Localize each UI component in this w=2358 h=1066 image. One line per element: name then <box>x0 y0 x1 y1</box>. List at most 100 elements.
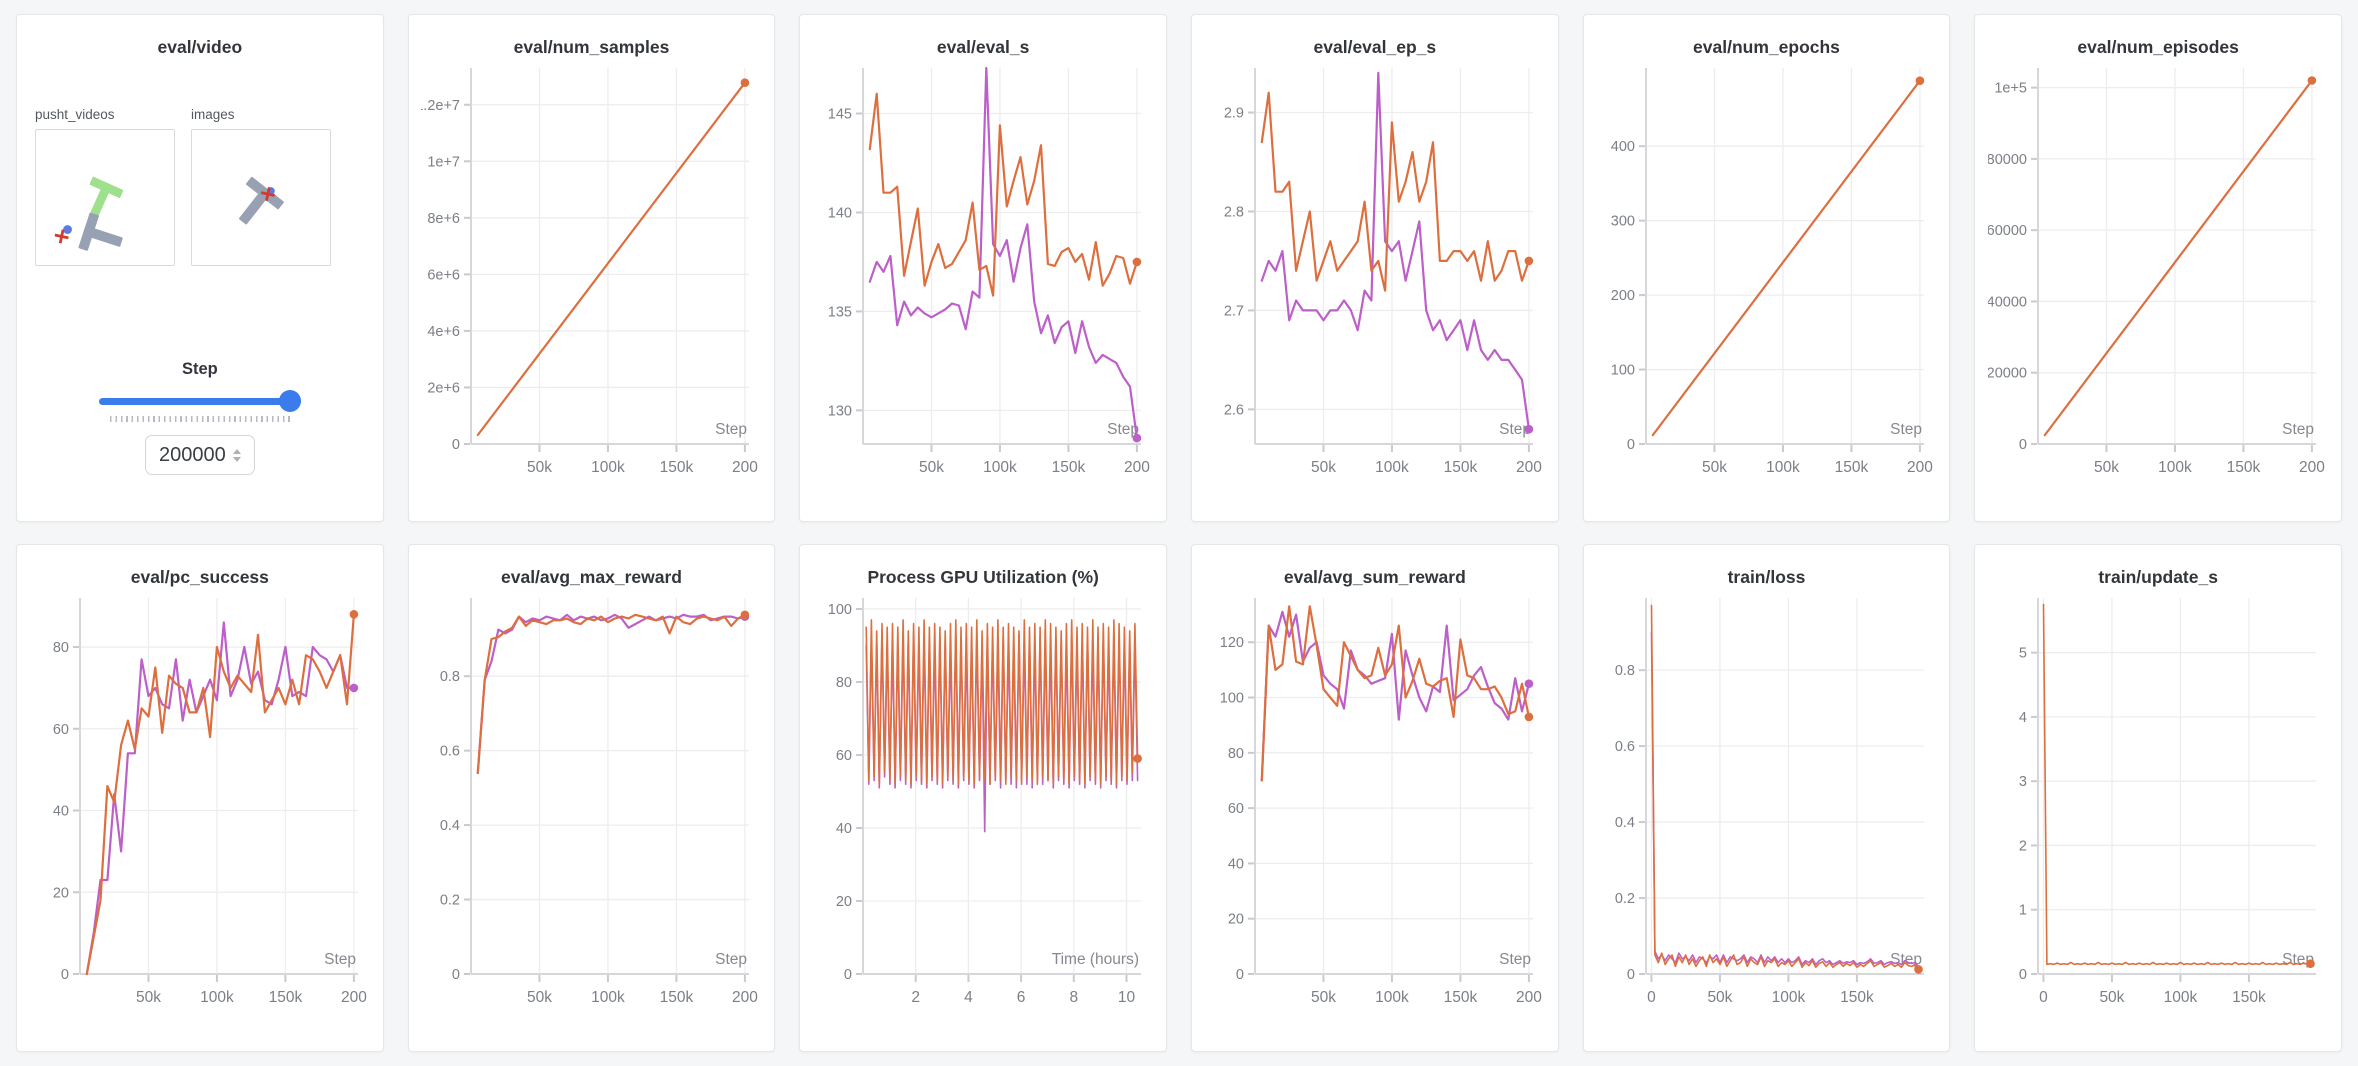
step-input-value[interactable]: 200000 <box>158 443 226 466</box>
svg-text:60: 60 <box>53 722 69 738</box>
images-scene-image <box>239 176 284 225</box>
svg-text:Step: Step <box>1499 951 1531 968</box>
svg-text:0.2: 0.2 <box>440 893 460 909</box>
svg-text:40: 40 <box>1228 856 1244 872</box>
svg-text:0: 0 <box>452 437 460 453</box>
svg-text:2.9: 2.9 <box>1224 106 1244 122</box>
svg-text:50k: 50k <box>2094 459 2119 476</box>
panel-eval-num-episodes: eval/num_episodes 0 20000 40000 60000 80000 1… <box>1974 14 2342 522</box>
line-chart-pc-success[interactable]: 0 20 40 60 80 50k 100k 150k 200 Step <box>30 592 370 1020</box>
svg-text:40000: 40000 <box>1988 294 2027 310</box>
svg-text:Step: Step <box>2282 421 2314 438</box>
panel-gpu-utilization: Process GPU Utilization (%) 0 20 40 60 80 100… <box>799 544 1167 1052</box>
svg-text:Step: Step <box>716 951 748 968</box>
line-chart-num-episodes[interactable]: 0 20000 40000 60000 80000 1e+5 50k 100k 150k 200 S… <box>1988 62 2328 490</box>
svg-text:Step: Step <box>1499 421 1531 438</box>
svg-text:0.6: 0.6 <box>440 744 460 760</box>
svg-text:150k: 150k <box>1443 459 1477 476</box>
spinner-down-icon[interactable] <box>232 456 241 462</box>
line-chart-num-epochs[interactable]: 0 100 200 300 400 50k 100k 150k 200 Step <box>1596 62 1936 490</box>
svg-text:0.8: 0.8 <box>440 669 460 685</box>
stepper-spinner[interactable] <box>232 448 241 462</box>
panel-eval-eval-s: eval/eval_s 130 135 140 145 50k 100k 150k 200 St… <box>799 14 1167 522</box>
svg-text:20: 20 <box>1228 912 1244 928</box>
svg-text:0.2: 0.2 <box>1615 891 1635 907</box>
media-item-images: images <box>191 107 331 266</box>
svg-text:Step: Step <box>716 421 748 438</box>
line-chart-avg-sum-reward[interactable]: 0 20 40 60 80 100 120 50k 100k 150k 200 Step <box>1205 592 1545 1020</box>
svg-text:200: 200 <box>1907 459 1933 476</box>
svg-text:50k: 50k <box>2100 989 2125 1006</box>
svg-text:1e+5: 1e+5 <box>1994 81 2027 97</box>
panel-eval-eval-ep-s: eval/eval_ep_s 2.6 2.7 2.8 2.9 50k 100k 150k 20… <box>1190 14 1559 522</box>
step-slider[interactable] <box>98 390 301 412</box>
line-chart-avg-max-reward[interactable]: 0 0.2 0.4 0.6 0.8 50k 100k 150k 200 Step <box>421 592 761 1020</box>
svg-text:50k: 50k <box>919 459 944 476</box>
video-thumbnail-pusht[interactable] <box>35 129 175 266</box>
svg-text:150k: 150k <box>2232 989 2266 1006</box>
slider-track[interactable] <box>98 398 301 405</box>
svg-text:150k: 150k <box>268 989 302 1006</box>
svg-text:100k: 100k <box>1375 459 1409 476</box>
svg-text:60: 60 <box>1228 801 1244 817</box>
svg-text:10: 10 <box>1118 989 1136 1006</box>
svg-text:Step: Step <box>324 951 356 968</box>
video-thumbnail-images[interactable] <box>191 129 331 266</box>
media-label: pusht_videos <box>35 107 115 122</box>
panel-title: eval/num_samples <box>513 37 670 57</box>
svg-text:20000: 20000 <box>1988 366 2027 382</box>
svg-text:200: 200 <box>732 989 758 1006</box>
svg-text:200: 200 <box>2299 459 2325 476</box>
svg-text:50k: 50k <box>527 989 552 1006</box>
svg-text:200: 200 <box>1516 459 1542 476</box>
line-chart-eval-ep-s[interactable]: 2.6 2.7 2.8 2.9 50k 100k 150k 200 Step <box>1205 62 1545 490</box>
svg-text:100: 100 <box>1611 363 1635 379</box>
svg-text:150k: 150k <box>660 459 694 476</box>
svg-text:0.4: 0.4 <box>1615 815 1635 831</box>
panel-title: train/loss <box>1727 567 1806 587</box>
svg-text:0: 0 <box>61 967 69 983</box>
svg-text:6: 6 <box>1017 989 1026 1006</box>
panel-eval-video: eval/video pusht_videos <box>16 14 384 522</box>
svg-text:100: 100 <box>828 602 852 618</box>
svg-text:150k: 150k <box>1443 989 1477 1006</box>
svg-text:0: 0 <box>452 967 460 983</box>
goal-cross <box>54 229 69 244</box>
svg-text:2e+6: 2e+6 <box>428 380 461 396</box>
svg-text:100k: 100k <box>200 989 234 1006</box>
svg-text:150k: 150k <box>2227 459 2261 476</box>
svg-text:200: 200 <box>732 459 758 476</box>
slider-handle[interactable] <box>278 390 301 412</box>
line-chart-num-samples[interactable]: 0 2e+6 4e+6 6e+6 8e+6 1e+7 1.2e+7 50k 100k 150k 20… <box>421 62 761 490</box>
svg-text:60: 60 <box>836 748 852 764</box>
svg-text:2: 2 <box>912 989 921 1006</box>
svg-text:145: 145 <box>828 107 852 123</box>
svg-text:5: 5 <box>2019 646 2027 662</box>
svg-text:0.8: 0.8 <box>1615 663 1635 679</box>
panel-eval-avg-sum-reward: eval/avg_sum_reward 0 20 40 60 80 100 120 50k 10… <box>1190 544 1559 1052</box>
svg-text:150k: 150k <box>660 989 694 1006</box>
svg-text:80: 80 <box>1228 746 1244 762</box>
svg-text:40: 40 <box>53 804 69 820</box>
svg-text:200: 200 <box>1611 288 1635 304</box>
svg-text:2.8: 2.8 <box>1224 204 1244 220</box>
svg-text:4: 4 <box>2019 710 2027 726</box>
svg-text:80: 80 <box>53 640 69 656</box>
line-chart-eval-s[interactable]: 130 135 140 145 50k 100k 150k 200 Step <box>813 62 1153 490</box>
line-chart-gpu-utilization[interactable]: 0 20 40 60 80 100 2 4 6 8 10 Time (hours) <box>813 592 1153 1020</box>
svg-text:100k: 100k <box>1772 989 1806 1006</box>
panel-title: eval/avg_sum_reward <box>1283 567 1466 587</box>
spinner-up-icon[interactable] <box>232 448 241 454</box>
panel-train-loss: train/loss 0 0.2 0.4 0.6 0.8 0 50k 100k 150k Step <box>1582 544 1951 1052</box>
step-input[interactable]: 200000 <box>144 435 255 475</box>
svg-text:150k: 150k <box>1835 459 1869 476</box>
svg-text:200: 200 <box>1516 989 1542 1006</box>
agent-dot <box>63 225 72 234</box>
svg-text:100k: 100k <box>2164 989 2198 1006</box>
panel-title: eval/eval_ep_s <box>1313 37 1437 57</box>
svg-text:100k: 100k <box>1375 989 1409 1006</box>
svg-text:6e+6: 6e+6 <box>428 267 461 283</box>
